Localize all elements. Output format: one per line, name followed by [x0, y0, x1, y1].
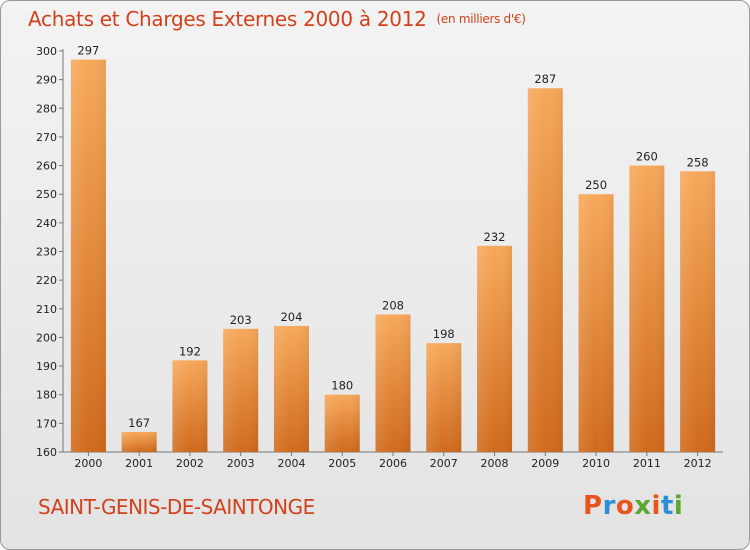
bar-value-label: 258 [687, 155, 709, 169]
y-tick-label: 260 [36, 160, 57, 173]
bar-value-label: 192 [179, 344, 201, 358]
y-tick-label: 290 [36, 74, 57, 87]
logo-letter: P [583, 491, 603, 521]
chart-title: Achats et Charges Externes 2000 à 2012 (e… [28, 7, 526, 31]
y-tick-label: 160 [36, 446, 57, 459]
x-tick-label: 2003 [227, 457, 255, 470]
x-tick-label: 2008 [481, 457, 509, 470]
bar-sheen [70, 59, 106, 452]
commune-name: SAINT-GENIS-DE-SAINTONGE [38, 495, 315, 519]
bar-value-label: 180 [331, 379, 353, 393]
y-tick-label: 250 [36, 188, 57, 201]
bar-sheen [172, 360, 208, 452]
bar-value-label: 167 [128, 416, 150, 430]
y-tick-label: 170 [36, 417, 57, 430]
bar-sheen [324, 394, 360, 452]
y-tick-label: 210 [36, 303, 57, 316]
x-tick-label: 2010 [582, 457, 610, 470]
y-tick-label: 240 [36, 217, 57, 230]
bar-value-label: 297 [77, 44, 99, 58]
x-tick-label: 2012 [684, 457, 712, 470]
bar-value-label: 232 [484, 230, 506, 244]
bars [70, 59, 716, 453]
x-tick-label: 2000 [74, 457, 102, 470]
bar-value-label: 203 [230, 313, 252, 327]
logo-letter: o [615, 491, 635, 521]
bar-sheen [121, 431, 157, 452]
bar-sheen [273, 325, 309, 452]
bar-value-label: 260 [636, 150, 658, 164]
bar-sheen [477, 245, 513, 452]
y-tick-label: 230 [36, 246, 57, 259]
y-tick-label: 200 [36, 331, 57, 344]
bar-value-label: 204 [280, 310, 302, 324]
logo-letter: r [602, 491, 616, 521]
chart-title-text: Achats et Charges Externes 2000 à 2012 [28, 7, 427, 31]
axes: 160 170 180 190 200 210 220 230 240 250 260 270 280 2… [36, 45, 723, 470]
x-tick-label: 2009 [531, 457, 559, 470]
y-tick-label: 190 [36, 360, 57, 373]
y-tick-label: 220 [36, 274, 57, 287]
bar-value-label: 198 [433, 327, 455, 341]
bar-sheen [629, 165, 665, 453]
y-tick-label: 300 [36, 45, 57, 58]
proxiti-logo[interactable]: Proxiti [583, 491, 683, 521]
y-tick-label: 180 [36, 389, 57, 402]
bar-value-label: 208 [382, 299, 404, 313]
x-tick-label: 2005 [328, 457, 356, 470]
labels: 297 167 192 203 204 180 208 198 232 287 250 260 258 [77, 44, 708, 430]
logo-letter: i [651, 491, 661, 521]
y-tick-label: 270 [36, 131, 57, 144]
x-tick-label: 2002 [176, 457, 204, 470]
bar-sheen [578, 194, 614, 452]
logo-letter: i [673, 491, 684, 521]
x-tick-label: 2006 [379, 457, 407, 470]
logo-letter: x [634, 491, 652, 521]
bar-sheen [680, 171, 716, 453]
bar-sheen [527, 88, 563, 452]
bar-sheen [375, 314, 411, 452]
x-tick-label: 2011 [633, 457, 661, 470]
chart-unit: (en milliers d'€) [436, 12, 526, 26]
bar-value-label: 250 [585, 178, 607, 192]
y-tick-label: 280 [36, 102, 57, 115]
x-tick-label: 2004 [277, 457, 305, 470]
logo-letter: t [660, 491, 674, 521]
bar-value-label: 287 [534, 72, 556, 86]
x-tick-label: 2007 [430, 457, 458, 470]
bar-sheen [223, 328, 259, 452]
x-tick-label: 2001 [125, 457, 153, 470]
bar-sheen [426, 343, 462, 452]
